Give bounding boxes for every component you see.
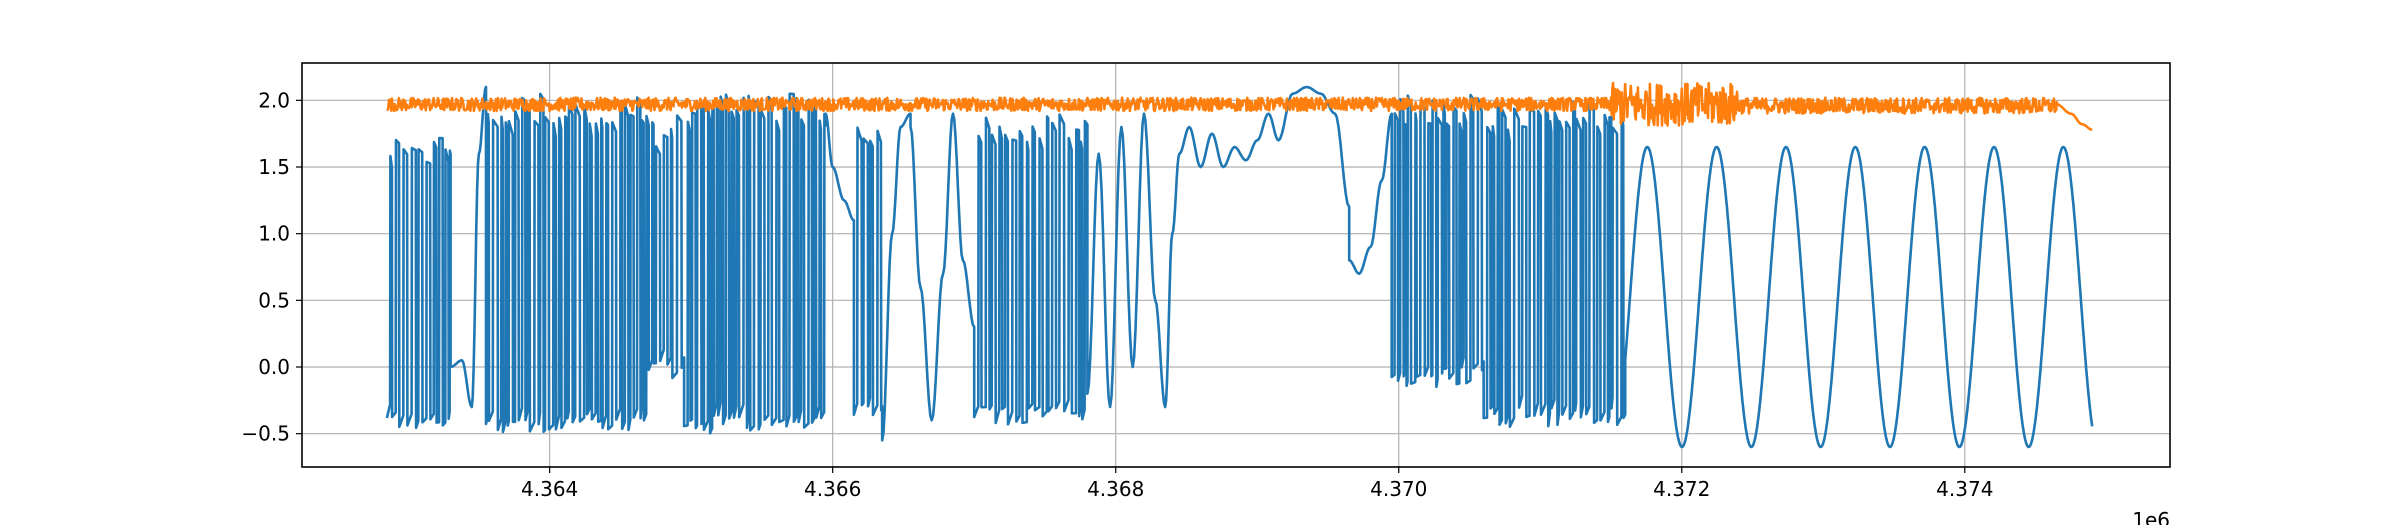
y-tick-label: 1.0 <box>258 222 290 246</box>
y-tick-label: 1.5 <box>258 155 290 179</box>
x-axis-offset-label: 1e6 <box>2132 508 2170 525</box>
series-line-2 <box>386 81 2093 131</box>
series-line-1 <box>385 85 2094 449</box>
plot-frame <box>301 62 2171 468</box>
y-tick-label: 2.0 <box>258 88 290 112</box>
axis-ticks: 4.364 4.366 4.368 4.370 4.372 4.374 −0.5 0.0 0.5… <box>241 88 1993 501</box>
x-tick-label: 4.368 <box>1087 477 1144 501</box>
y-tick-label: 0.0 <box>258 355 290 379</box>
y-tick-label: 0.5 <box>258 288 290 312</box>
x-tick-label: 4.364 <box>521 477 578 501</box>
x-tick-label: 4.372 <box>1653 477 1710 501</box>
x-tick-label: 4.374 <box>1936 477 1993 501</box>
y-tick-label: −0.5 <box>241 422 290 446</box>
x-tick-label: 4.366 <box>804 477 861 501</box>
grid <box>302 63 2170 467</box>
series-layer <box>385 81 2094 449</box>
x-tick-label: 4.370 <box>1370 477 1427 501</box>
